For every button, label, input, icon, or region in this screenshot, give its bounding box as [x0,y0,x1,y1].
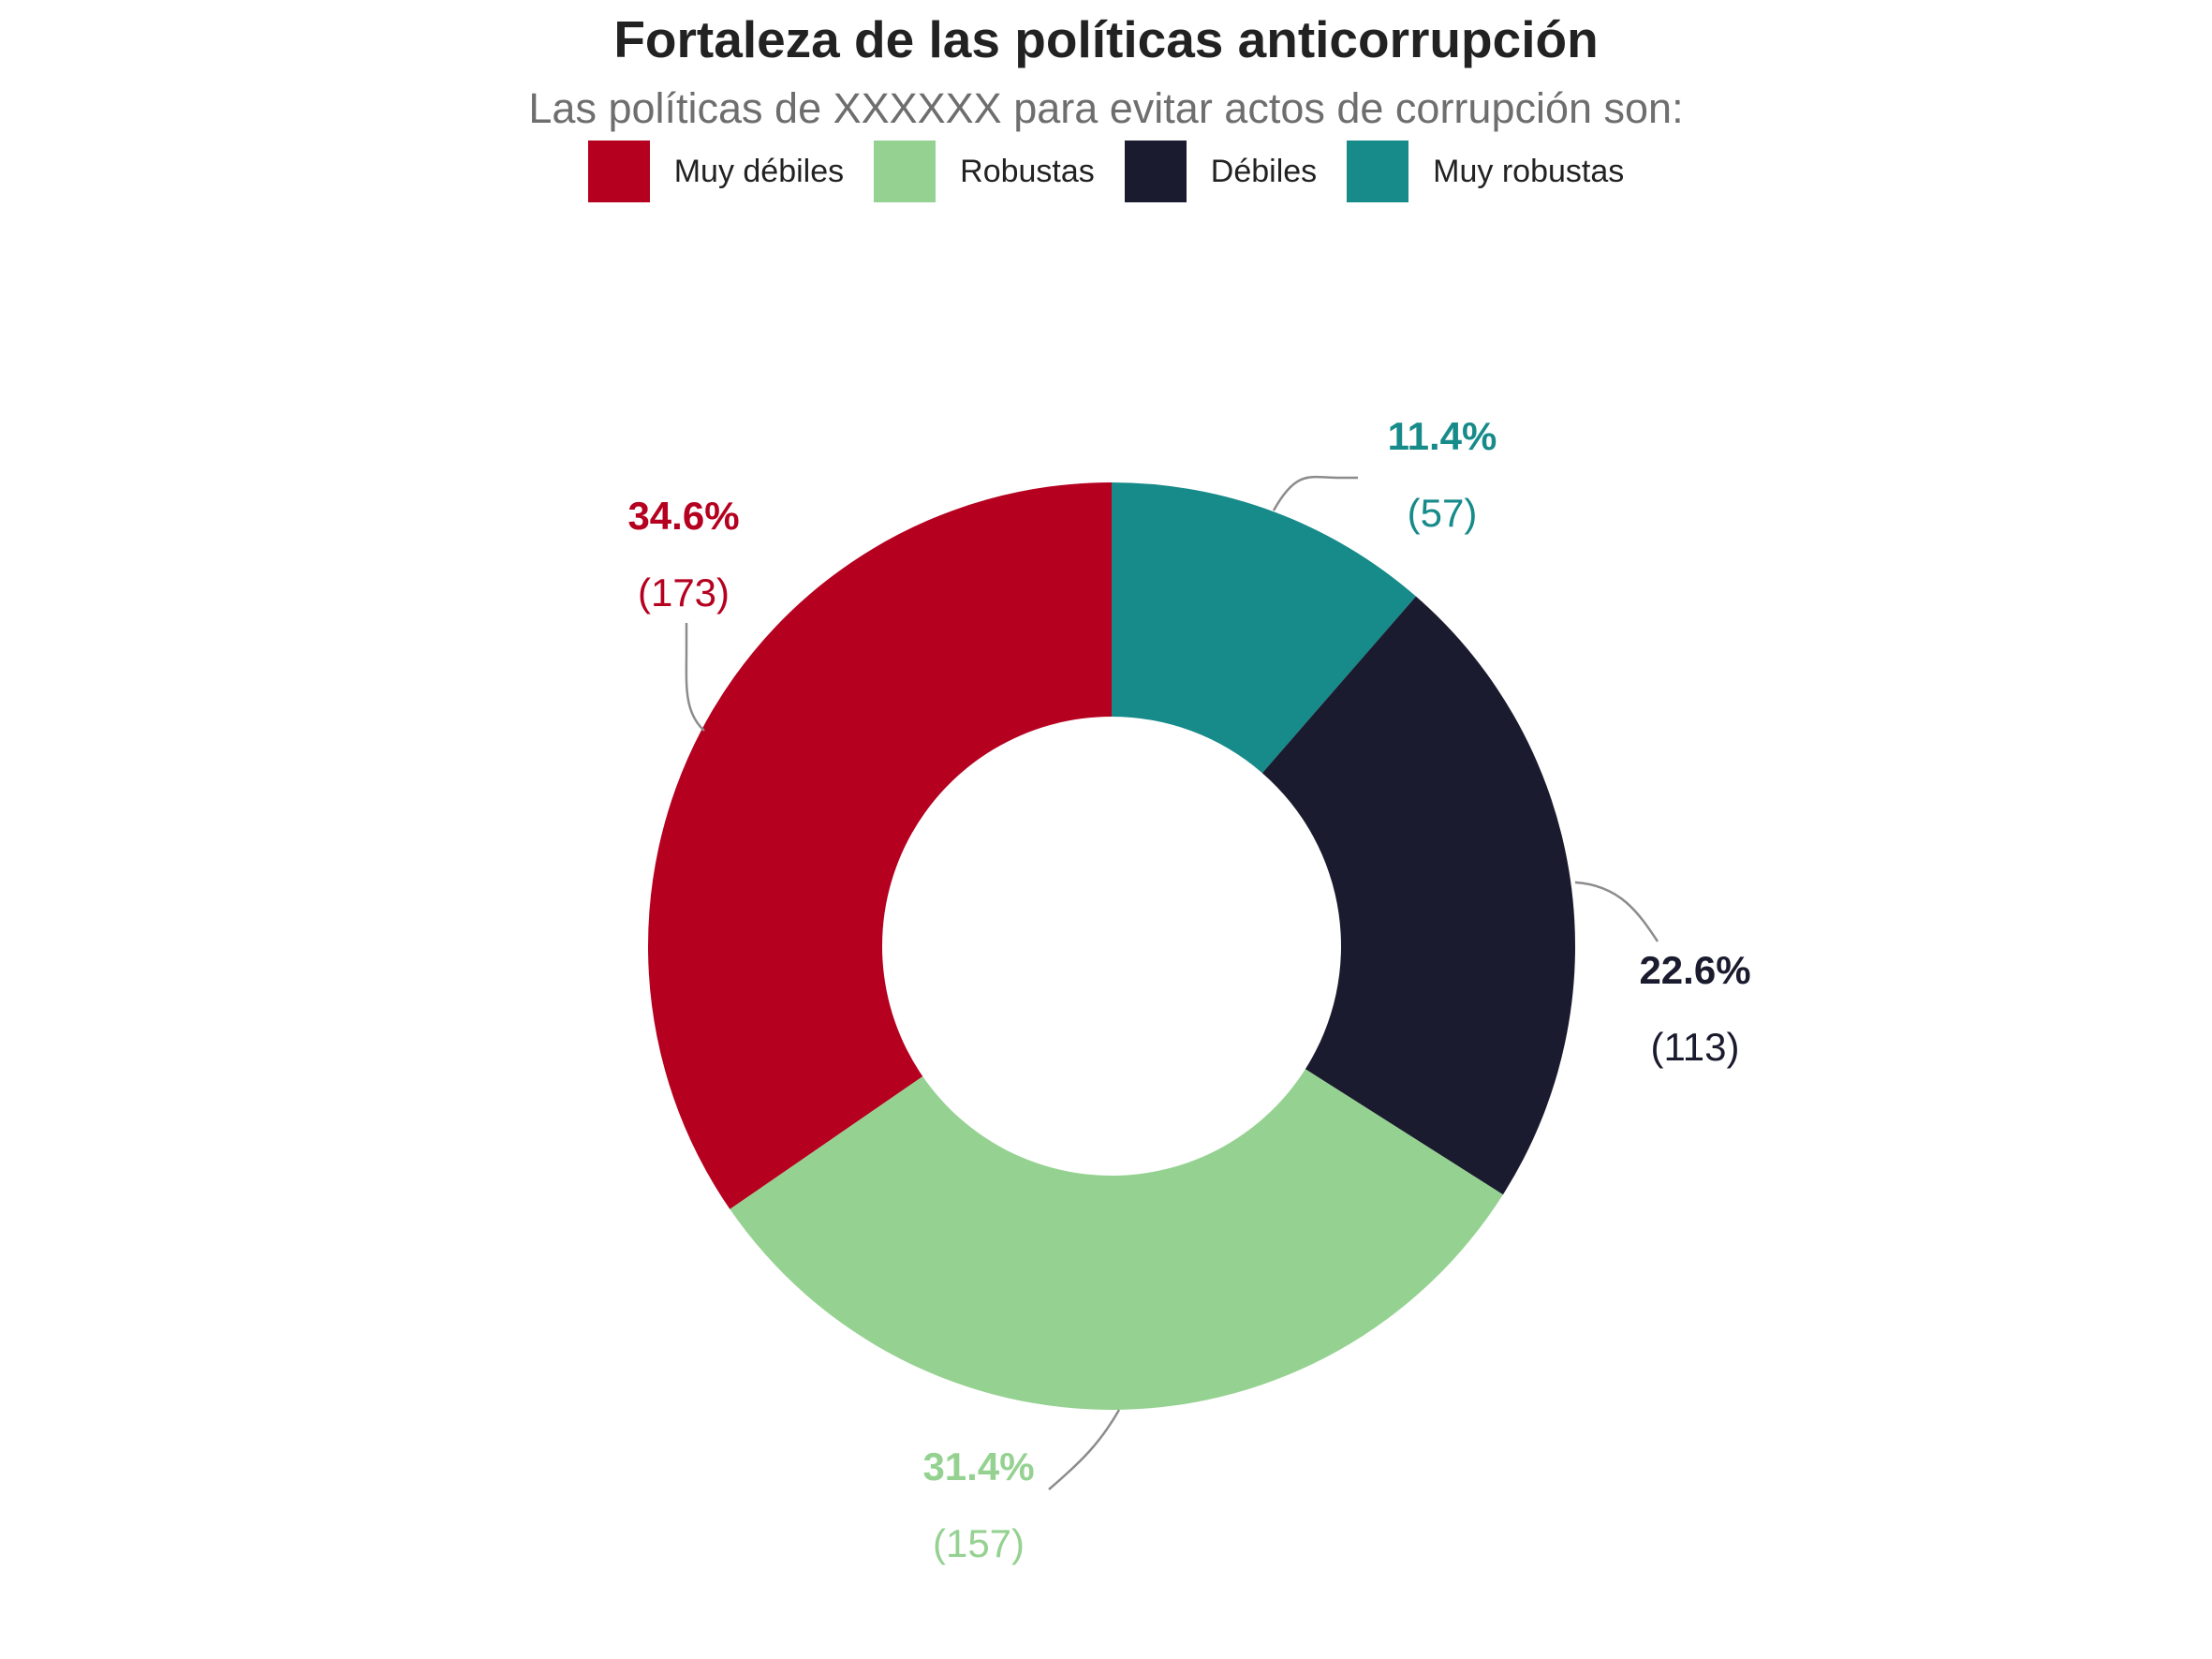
data-label-count: (113) [1651,1025,1740,1069]
legend-item-muy-robustas: Muy robustas [1347,141,1624,202]
legend-label: Débiles [1210,153,1318,189]
legend-label: Muy robustas [1433,153,1625,189]
chart-title: Fortaleza de las políticas anticorrupció… [613,10,1599,68]
donut-slice-debiles [1261,596,1576,1195]
data-label-percent: 34.6% [627,494,739,538]
donut-slice-robustas [730,1069,1503,1410]
legend-swatch [1124,141,1187,202]
data-label-percent: 11.4% [1388,414,1497,458]
chart-subtitle: Las políticas de XXXXXX para evitar acto… [528,84,1684,132]
data-label-percent: 22.6% [1639,948,1750,992]
leader-line [1272,475,1358,511]
legend-item-muy-debiles: Muy débiles [587,141,845,202]
leader-line [1048,1409,1121,1490]
legend-item-robustas: Robustas [874,141,1095,202]
donut-slice-muy-robustas [1112,482,1417,774]
legend: Muy débiles Robustas Débiles Muy robusta… [0,141,2212,202]
data-label-count: (57) [1408,491,1478,535]
legend-swatch [1347,141,1409,202]
legend-label: Muy débiles [673,153,845,189]
donut-slice-muy-debiles [648,482,1112,1209]
data-label-count: (157) [933,1521,1025,1565]
legend-swatch [874,141,936,202]
data-label-count: (173) [638,570,730,615]
legend-label: Robustas [960,153,1095,189]
legend-swatch [587,141,650,202]
legend-item-debiles: Débiles [1124,141,1318,202]
leader-line [685,623,705,732]
data-label-percent: 31.4% [922,1444,1034,1489]
leader-line [1574,881,1659,942]
